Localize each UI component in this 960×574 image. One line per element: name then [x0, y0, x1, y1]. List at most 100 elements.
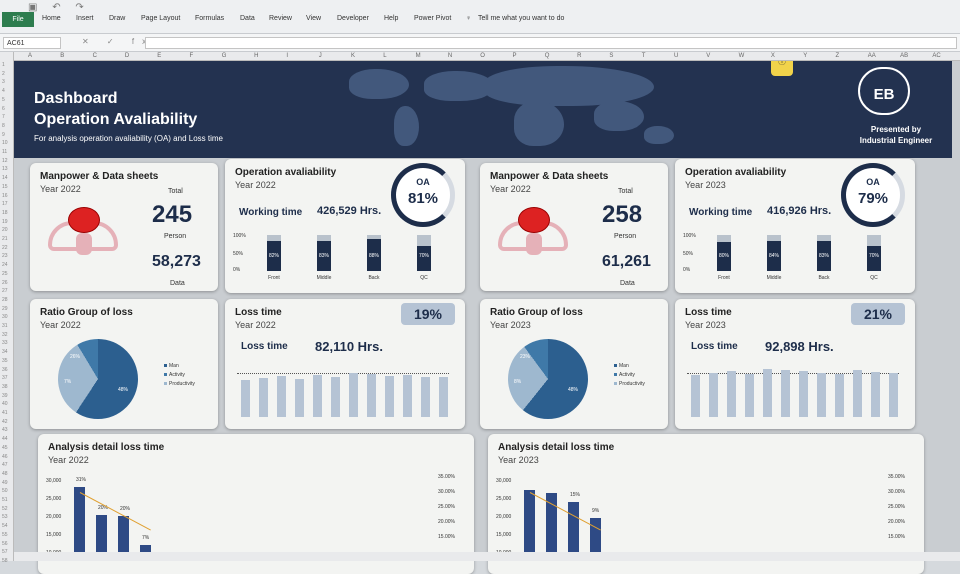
row-number[interactable]: 26 [2, 279, 8, 286]
row-number[interactable]: 27 [2, 288, 8, 295]
row-number[interactable]: 1 [2, 62, 5, 68]
tab-file[interactable]: File [2, 12, 34, 27]
tab-developer[interactable]: Developer [337, 15, 369, 22]
row-number[interactable]: 51 [2, 497, 8, 503]
row-number[interactable]: 19 [2, 218, 8, 225]
row-number[interactable]: 42 [2, 418, 8, 425]
row-number[interactable]: 24 [2, 262, 8, 269]
row-number[interactable]: 38 [2, 383, 8, 390]
column-header[interactable]: L [383, 53, 387, 59]
column-header[interactable]: H [254, 53, 259, 59]
tab-power-pivot[interactable]: Power Pivot [414, 15, 452, 22]
row-number[interactable]: 41 [2, 410, 8, 416]
column-header[interactable]: C [92, 53, 97, 59]
row-number[interactable]: 47 [2, 462, 8, 469]
column-header[interactable]: N [447, 53, 453, 59]
row-number[interactable]: 55 [2, 531, 8, 538]
tab-view[interactable]: View [306, 15, 322, 22]
row-number[interactable]: 18 [2, 209, 8, 216]
column-header[interactable]: U [674, 53, 679, 59]
column-header[interactable]: AB [900, 53, 909, 59]
row-number[interactable]: 35 [2, 357, 8, 364]
row-number[interactable]: 37 [2, 375, 8, 382]
row-number[interactable]: 39 [2, 392, 8, 399]
row-number[interactable]: 22 [2, 244, 8, 251]
tab-review[interactable]: Review [269, 15, 292, 22]
column-header[interactable]: W [738, 53, 745, 59]
column-header[interactable]: Z [835, 53, 840, 59]
row-number[interactable]: 7 [2, 114, 5, 121]
warning-icon[interactable]: ⓘ [771, 61, 793, 76]
row-number[interactable]: 44 [2, 436, 8, 443]
column-header[interactable]: Y [803, 53, 808, 59]
tell-me-box[interactable]: Tell me what you want to do [478, 15, 565, 22]
row-number[interactable]: 16 [2, 192, 8, 199]
row-number[interactable]: 28 [2, 296, 8, 303]
column-header[interactable]: R [577, 53, 582, 59]
formula-input[interactable] [145, 37, 957, 49]
row-number[interactable]: 13 [2, 166, 8, 173]
row-number[interactable]: 54 [2, 523, 8, 530]
row-number[interactable]: 36 [2, 366, 8, 373]
row-number[interactable]: 52 [2, 505, 8, 512]
row-number[interactable]: 40 [2, 401, 8, 408]
row-number[interactable]: 32 [2, 331, 8, 338]
column-header[interactable]: B [60, 53, 65, 59]
tab-home[interactable]: Home [42, 15, 61, 22]
row-number[interactable]: 10 [2, 140, 8, 147]
row-number[interactable]: 12 [2, 157, 8, 164]
row-number[interactable]: 49 [2, 479, 8, 486]
column-header[interactable]: M [415, 53, 421, 59]
row-number[interactable]: 33 [2, 340, 8, 347]
column-header[interactable]: D [124, 53, 130, 59]
row-number[interactable]: 31 [2, 323, 8, 329]
column-header[interactable]: K [351, 53, 356, 59]
tab-draw[interactable]: Draw [109, 15, 126, 22]
column-header[interactable]: I [286, 53, 289, 59]
column-header[interactable]: AA [867, 53, 876, 59]
column-header[interactable]: F [189, 53, 194, 59]
row-number[interactable]: 30 [2, 314, 8, 321]
row-number[interactable]: 4 [2, 88, 5, 95]
row-number[interactable]: 14 [2, 175, 8, 182]
column-header[interactable]: P [512, 53, 517, 59]
row-number[interactable]: 43 [2, 427, 8, 434]
column-header[interactable]: X [770, 53, 775, 59]
quick-access-toolbar[interactable]: ▣ ↶ ↷ [28, 2, 90, 13]
column-header[interactable]: A [28, 53, 33, 59]
row-number[interactable]: 17 [2, 201, 8, 208]
row-number[interactable]: 53 [2, 514, 8, 521]
tab-page-layout[interactable]: Page Layout [141, 15, 181, 22]
row-number[interactable]: 48 [2, 470, 8, 477]
tab-insert[interactable]: Insert [76, 15, 94, 22]
row-number[interactable]: 11 [2, 149, 8, 155]
row-number[interactable]: 25 [2, 270, 8, 277]
row-number[interactable]: 2 [2, 70, 5, 77]
row-number[interactable]: 8 [2, 122, 5, 129]
column-header[interactable]: J [318, 53, 322, 59]
tab-data[interactable]: Data [240, 15, 255, 22]
sheet-tabs-bar[interactable] [14, 552, 960, 561]
fx-icon[interactable]: fx [131, 37, 155, 46]
row-number[interactable]: 45 [2, 444, 8, 451]
row-number[interactable]: 20 [2, 227, 8, 234]
row-number[interactable]: 29 [2, 305, 8, 312]
row-number[interactable]: 56 [2, 540, 8, 547]
row-number[interactable]: 50 [2, 488, 8, 495]
column-header[interactable]: E [157, 53, 162, 59]
column-header[interactable]: G [221, 53, 227, 59]
row-number[interactable]: 15 [2, 183, 8, 190]
tab-help[interactable]: Help [384, 15, 399, 22]
row-number[interactable]: 21 [2, 236, 8, 242]
column-header[interactable]: S [609, 53, 614, 59]
column-header[interactable]: AC [932, 53, 941, 59]
row-number[interactable]: 23 [2, 253, 8, 260]
lightbulb-icon[interactable]: ♀ [466, 15, 472, 22]
column-header[interactable]: V [706, 53, 711, 59]
column-header[interactable]: Q [544, 53, 550, 59]
row-number[interactable]: 6 [2, 105, 5, 112]
column-header[interactable]: T [641, 53, 646, 59]
tab-formulas[interactable]: Formulas [195, 15, 225, 22]
row-number[interactable]: 34 [2, 349, 8, 356]
column-header[interactable]: O [480, 53, 485, 59]
